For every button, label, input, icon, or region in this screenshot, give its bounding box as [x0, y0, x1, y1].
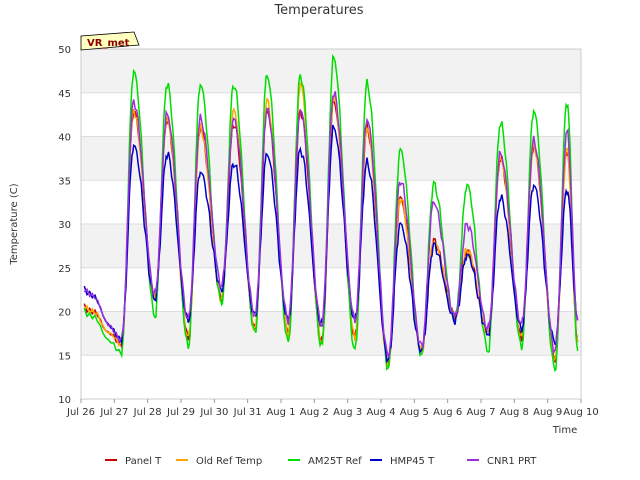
station-label: VR_met — [87, 38, 130, 49]
x-tick-label: Aug 4 — [366, 407, 395, 418]
series-line-cnr1 — [83, 91, 579, 358]
y-tick-label: 20 — [58, 308, 71, 319]
x-tick-label: Aug 2 — [300, 407, 329, 418]
x-tick-label: Jul 26 — [66, 407, 95, 418]
background-band — [81, 311, 581, 356]
y-axis-label: Temperature (C) — [9, 183, 20, 265]
legend-label-oldref: Old Ref Temp — [196, 456, 262, 467]
x-tick-label: Aug 6 — [433, 407, 462, 418]
legend-label-panel: Panel T — [125, 456, 162, 467]
x-tick-label: Jul 29 — [166, 407, 195, 418]
y-tick-label: 25 — [58, 264, 71, 275]
x-tick-label: Aug 9 — [533, 407, 562, 418]
x-axis-label: Time — [552, 425, 577, 436]
x-tick-label: Jul 31 — [233, 407, 262, 418]
x-tick-label: Jul 28 — [133, 407, 162, 418]
x-tick-label: Aug 7 — [466, 407, 495, 418]
plot-frame — [80, 48, 582, 400]
y-tick-label: 10 — [58, 395, 71, 406]
y-tick-label: 35 — [58, 176, 71, 187]
x-axis-ticks: Jul 26 Jul 27 Jul 28 Jul 29 Jul 30 Jul 31 Aug … — [66, 399, 599, 418]
y-axis-ticks: 10 15 20 25 30 35 40 45 50 — [58, 45, 71, 406]
legend: Panel T Old Ref Temp AM25T Ref HMP45 T CNR1 … — [105, 456, 537, 467]
legend-label-cnr1: CNR1 PRT — [487, 456, 537, 467]
y-tick-label: 50 — [58, 45, 71, 56]
station-label-box: VR_met — [80, 31, 140, 51]
y-tick-label: 45 — [58, 89, 71, 100]
legend-label-hmp45: HMP45 T — [390, 456, 435, 467]
x-tick-label: Jul 30 — [199, 407, 228, 418]
y-tick-label: 15 — [58, 351, 71, 362]
x-tick-label: Aug 1 — [266, 407, 295, 418]
x-tick-label: Jul 27 — [99, 407, 128, 418]
x-tick-label: Aug 3 — [333, 407, 362, 418]
y-tick-label: 30 — [58, 220, 71, 231]
x-tick-label: Aug 8 — [500, 407, 529, 418]
x-tick-label: Aug 10 — [563, 407, 598, 418]
y-tick-label: 40 — [58, 133, 71, 144]
legend-label-am25t: AM25T Ref — [308, 456, 362, 467]
background-band — [81, 224, 581, 268]
series-lines — [83, 53, 579, 373]
x-tick-label: Aug 5 — [400, 407, 429, 418]
station-label-background — [80, 31, 140, 51]
chart-title: Temperatures — [273, 3, 363, 18]
